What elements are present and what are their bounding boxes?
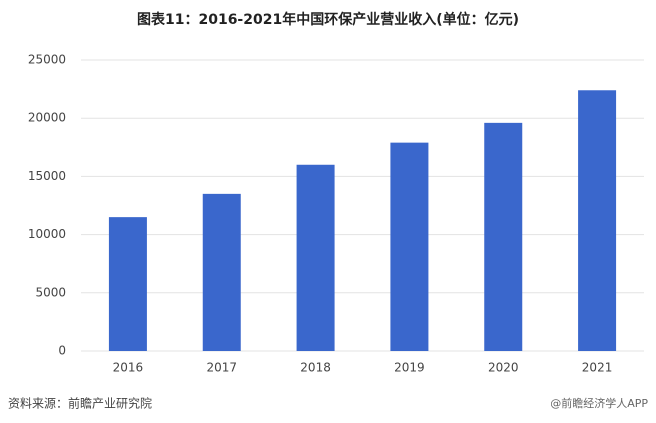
bar (108, 217, 147, 351)
x-tick-label: 2020 (488, 361, 519, 375)
bar (390, 142, 429, 351)
x-tick-label: 2017 (206, 361, 237, 375)
x-tick-label: 2019 (394, 361, 425, 375)
y-tick-label: 25000 (28, 53, 66, 67)
chart-title: 图表11：2016-2021年中国环保产业营业收入(单位：亿元) (137, 11, 519, 28)
watermark: @前瞻经济学人APP (550, 396, 648, 410)
x-tick-label: 2021 (582, 361, 613, 375)
bar (296, 164, 335, 351)
y-tick-label: 10000 (28, 227, 66, 241)
y-tick-label: 0 (58, 344, 66, 358)
bar (578, 90, 617, 351)
y-tick-label: 20000 (28, 111, 66, 125)
source-note: 资料来源：前瞻产业研究院 (8, 396, 152, 411)
x-tick-label: 2016 (113, 361, 144, 375)
bar (484, 122, 523, 351)
bar (202, 193, 241, 351)
y-tick-label: 15000 (28, 169, 66, 183)
x-tick-label: 2018 (300, 361, 331, 375)
y-tick-label: 5000 (35, 285, 66, 299)
